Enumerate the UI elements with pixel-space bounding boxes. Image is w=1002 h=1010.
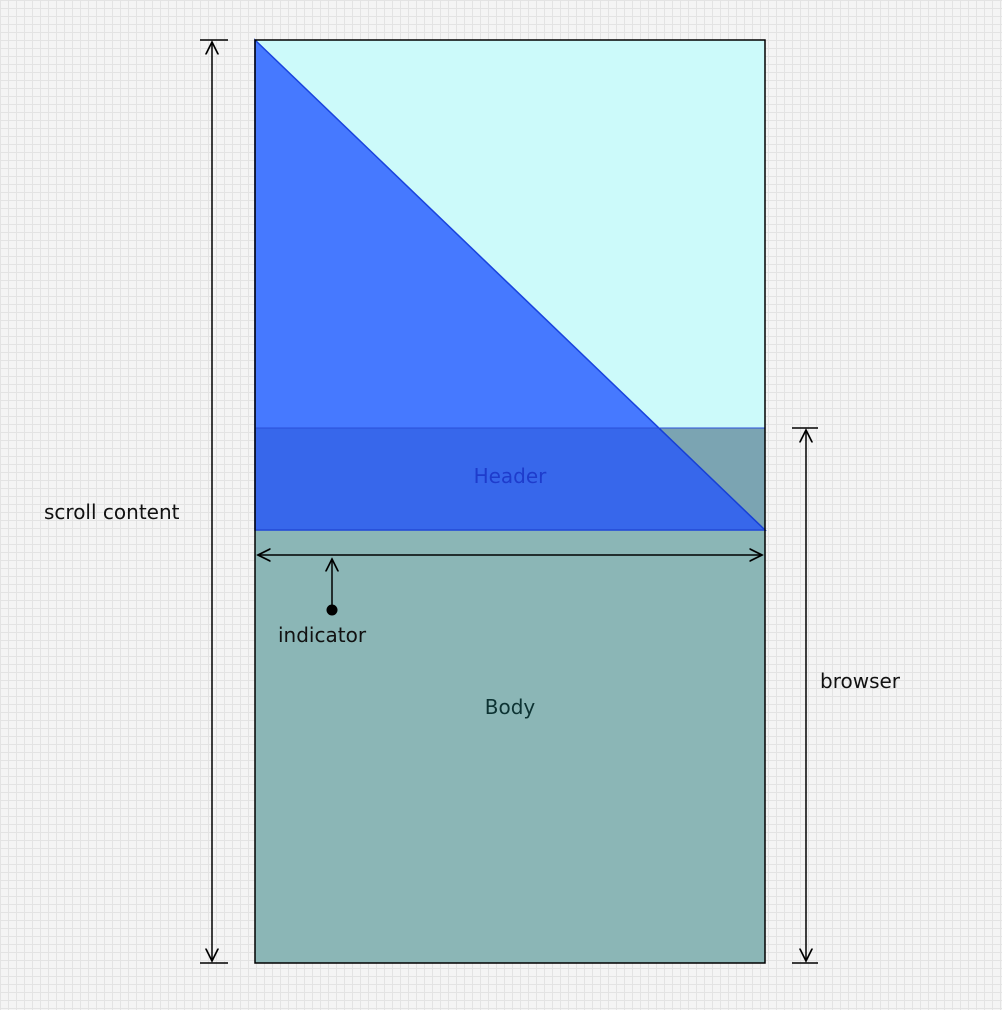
header-band [255, 428, 765, 530]
indicator-label: indicator [278, 623, 367, 647]
header-label: Header [473, 464, 547, 488]
content-border [254, 39, 766, 964]
scroll-content-label: scroll content [44, 500, 180, 524]
body-label: Body [484, 695, 536, 719]
indicator-dot [326, 604, 338, 616]
browser-label: browser [820, 669, 901, 693]
